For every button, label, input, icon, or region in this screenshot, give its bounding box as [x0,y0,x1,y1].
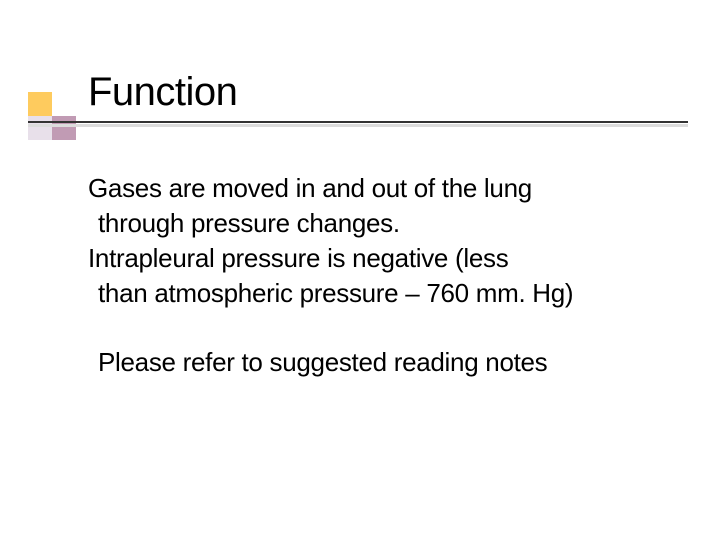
accent-bottom-row [28,116,76,140]
title-area: Function [28,70,720,123]
slide-container: Function Gases are moved in and out of t… [0,0,720,540]
body-line-4: than atmospheric pressure – 760 mm. Hg) [88,276,680,311]
accent-box-purple [52,116,76,140]
body-line-3: Intrapleural pressure is negative (less [88,241,680,276]
accent-box-light [28,116,52,140]
spacer [88,311,680,345]
slide-title: Function [28,70,720,123]
body-line-5: Please refer to suggested reading notes [88,345,680,380]
accent-decoration [28,92,76,140]
body-content: Gases are moved in and out of the lung t… [0,153,720,380]
title-underline-shadow [28,124,688,127]
body-line-2: through pressure changes. [88,206,680,241]
body-line-1: Gases are moved in and out of the lung [88,171,680,206]
title-underline [28,121,688,123]
accent-box-yellow [28,92,52,116]
